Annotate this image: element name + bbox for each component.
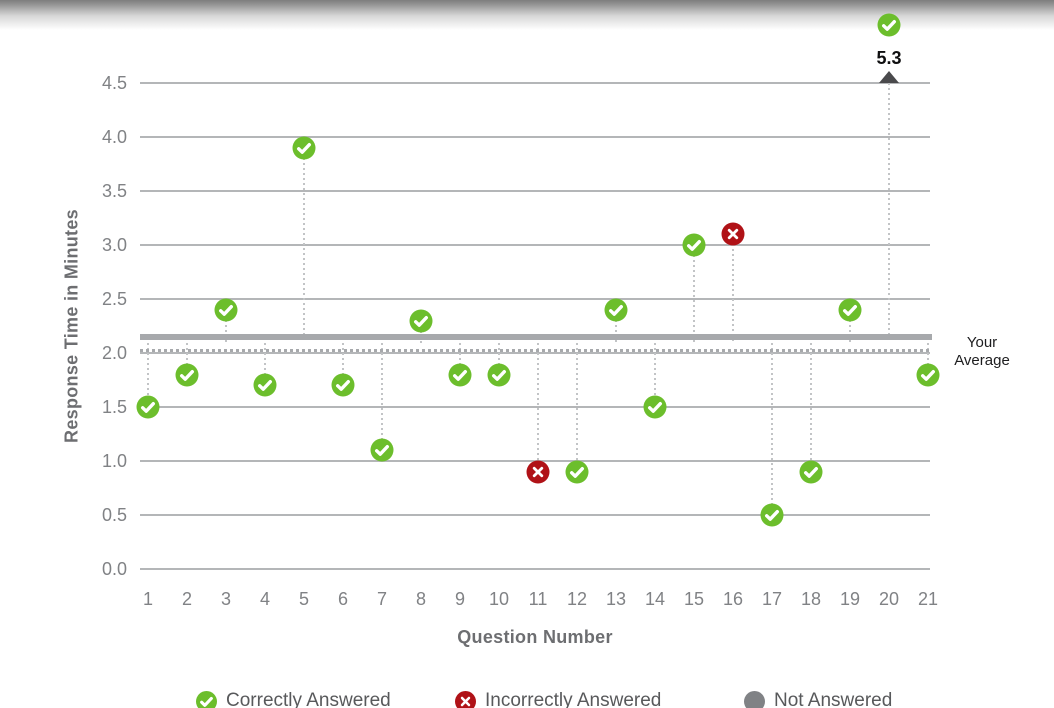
stem [654, 343, 656, 407]
marker-q19-correct [838, 298, 862, 322]
x-tick-label: 12 [566, 589, 588, 609]
y-tick-label: 3.0 [101, 235, 127, 255]
stem [225, 309, 227, 344]
marker-q13-correct [604, 298, 628, 322]
stem [303, 147, 305, 344]
stem [537, 343, 539, 472]
marker-q3-correct [214, 298, 238, 322]
marker-q6-correct [331, 373, 355, 397]
average-line-dotted [140, 348, 932, 352]
x-tick-label: 16 [722, 589, 744, 609]
gridline [140, 190, 930, 192]
stem [147, 343, 149, 407]
gridline [140, 244, 930, 246]
marker-q5-correct [292, 136, 316, 160]
marker-q1-correct [136, 395, 160, 419]
up-arrow-icon [879, 71, 899, 83]
stem [186, 343, 188, 375]
legend-item-not-answered: Not Answered [744, 690, 892, 708]
marker-q10-correct [487, 363, 511, 387]
x-tick-label: 17 [761, 589, 783, 609]
y-tick-label: 1.5 [101, 397, 127, 417]
marker-q9-correct [448, 363, 472, 387]
stem [849, 309, 851, 344]
stem [381, 343, 383, 451]
gridline [140, 514, 930, 516]
x-tick-label: 5 [298, 589, 309, 609]
marker-q20-correct [877, 13, 901, 37]
x-tick-label: 4 [259, 589, 270, 609]
gridline [140, 82, 930, 84]
y-tick-label: 2.0 [101, 343, 127, 363]
y-tick-label: 4.5 [101, 73, 127, 93]
x-tick-label: 11 [528, 589, 548, 609]
x-tick-label: 15 [683, 589, 705, 609]
gridline [140, 352, 930, 354]
stem [927, 343, 929, 375]
marker-q11-incorrect [526, 460, 550, 484]
x-tick-label: 19 [839, 589, 861, 609]
stem [498, 343, 500, 375]
stem [888, 83, 890, 344]
legend-item-incorrect: Incorrectly Answered [455, 690, 661, 708]
legend-label-not-answered: Not Answered [774, 690, 893, 708]
x-tick-label: 3 [220, 589, 231, 609]
marker-q7-correct [370, 438, 394, 462]
marker-q16-incorrect [721, 222, 745, 246]
legend-label-correct: Correctly Answered [226, 690, 391, 708]
incorrect-x-icon [455, 690, 476, 708]
marker-q2-correct [175, 363, 199, 387]
stem [771, 343, 773, 515]
gridline [140, 298, 930, 300]
x-tick-label: 2 [181, 589, 192, 609]
y-tick-label: 4.0 [101, 127, 127, 147]
x-tick-label: 18 [800, 589, 822, 609]
marker-q14-correct [643, 395, 667, 419]
x-tick-label: 14 [644, 589, 666, 609]
stem [342, 343, 344, 386]
stem [576, 343, 578, 472]
gridline [140, 136, 930, 138]
stem [732, 234, 734, 344]
x-tick-label: 10 [488, 589, 510, 609]
x-tick-label: 6 [337, 589, 348, 609]
x-tick-label: 9 [454, 589, 465, 609]
stem [264, 343, 266, 386]
average-line-solid [140, 333, 932, 340]
x-tick-label: 20 [878, 589, 900, 609]
offscale-value-label: 5.3 [876, 48, 902, 68]
marker-q15-correct [682, 233, 706, 257]
y-tick-label: 0.0 [101, 559, 127, 579]
x-tick-label: 1 [142, 589, 153, 609]
correct-check-icon [196, 690, 217, 708]
x-tick-label: 21 [917, 589, 939, 609]
legend-label-incorrect: Incorrectly Answered [485, 690, 662, 708]
your-average-label: Your Average [954, 334, 1010, 369]
legend-item-correct: Correctly Answered [196, 690, 391, 708]
gridline [140, 406, 930, 408]
gridline [140, 568, 930, 570]
stem [693, 245, 695, 344]
y-tick-label: 1.0 [101, 451, 127, 471]
stem [615, 309, 617, 344]
x-axis-title: Question Number [457, 627, 613, 647]
marker-q8-correct [409, 309, 433, 333]
stem [459, 343, 461, 375]
marker-q12-correct [565, 460, 589, 484]
x-tick-label: 13 [605, 589, 627, 609]
marker-q18-correct [799, 460, 823, 484]
x-tick-label: 8 [415, 589, 426, 609]
x-tick-label: 7 [376, 589, 387, 609]
marker-q4-correct [253, 373, 277, 397]
y-tick-label: 3.5 [101, 181, 127, 201]
y-tick-label: 0.5 [101, 505, 127, 525]
marker-q17-correct [760, 503, 784, 527]
marker-q21-correct [916, 363, 940, 387]
y-tick-label: 2.5 [101, 289, 127, 309]
not-answered-circle-icon [744, 690, 765, 708]
stem [810, 343, 812, 472]
